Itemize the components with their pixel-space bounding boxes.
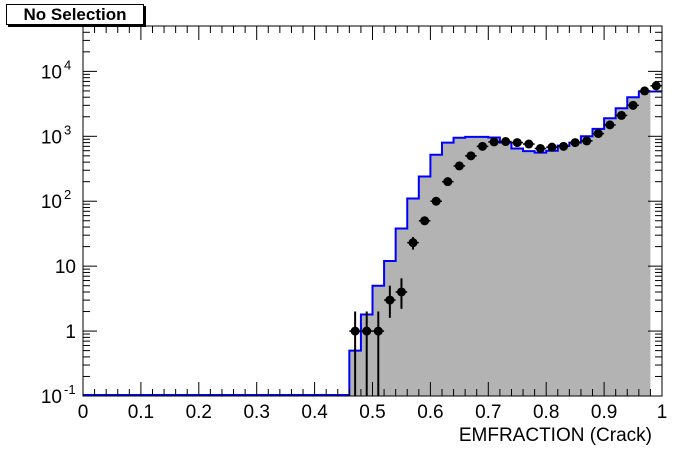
x-tick-label: 0.9 <box>591 402 617 423</box>
x-tick-label: 0.6 <box>417 402 443 423</box>
data-marker <box>478 141 488 151</box>
data-marker <box>408 238 418 248</box>
y-tick-label: 10 <box>41 192 62 213</box>
data-marker <box>466 151 476 161</box>
data-marker <box>616 110 626 120</box>
data-point <box>465 151 477 161</box>
data-point <box>349 311 361 396</box>
x-tick-label: 0.8 <box>533 402 559 423</box>
data-point <box>488 137 500 147</box>
data-marker <box>547 142 557 152</box>
x-tick-label: 0.1 <box>128 402 154 423</box>
data-marker <box>559 141 569 151</box>
data-marker <box>362 326 372 336</box>
data-point <box>407 237 419 250</box>
data-point <box>511 138 524 148</box>
data-marker <box>582 136 592 146</box>
data-point <box>418 216 431 226</box>
x-tick-label: 0.4 <box>301 402 328 423</box>
selection-label: No Selection <box>6 4 144 25</box>
data-marker <box>628 100 638 110</box>
x-tick-labels: 0 0.1 0.2 0.3 0.4 0.5 0.6 0.7 0.8 0.9 1 <box>78 402 668 423</box>
x-tick-label: 0.3 <box>243 402 269 423</box>
data-marker <box>512 138 522 148</box>
data-point <box>499 137 512 147</box>
y-tick-exponent: -1 <box>64 382 76 397</box>
data-points <box>349 81 662 396</box>
data-marker <box>501 137 511 147</box>
data-marker <box>396 287 406 297</box>
data-point <box>604 120 616 130</box>
x-tick-label: 0 <box>78 402 89 423</box>
data-marker <box>373 326 383 336</box>
data-point <box>384 285 396 318</box>
x-axis-title: EMFRACTION (Crack) <box>459 425 652 446</box>
x-tick-label: 1 <box>657 402 668 423</box>
data-point <box>453 161 466 171</box>
y-tick-exponent: 2 <box>64 187 71 202</box>
data-marker <box>350 326 360 336</box>
axis-ticks <box>82 25 663 397</box>
y-tick-exponent: 3 <box>64 122 71 137</box>
data-marker <box>454 161 464 171</box>
data-point <box>638 86 651 96</box>
y-tick-label: 10 <box>41 62 62 83</box>
data-point <box>592 129 605 139</box>
data-marker <box>524 139 534 149</box>
data-point <box>360 311 373 396</box>
data-point <box>615 110 628 120</box>
data-point <box>476 141 489 151</box>
data-marker <box>593 129 603 139</box>
data-marker <box>640 86 650 96</box>
data-marker <box>570 138 580 148</box>
y-tick-label: 1 <box>65 322 76 343</box>
data-point <box>557 141 570 151</box>
y-tick-label: 10 <box>55 257 76 278</box>
data-point <box>441 177 454 187</box>
data-marker <box>605 120 615 130</box>
y-tick-label: 10 <box>41 387 62 408</box>
data-point <box>627 100 639 110</box>
data-point <box>430 196 442 206</box>
mc-outline <box>83 90 662 396</box>
x-tick-label: 0.5 <box>359 402 385 423</box>
y-tick-exponent: 4 <box>64 57 71 72</box>
data-marker <box>489 137 499 147</box>
data-point <box>580 136 593 146</box>
data-marker <box>420 216 430 226</box>
data-point <box>523 139 535 149</box>
data-point <box>395 278 408 309</box>
data-point <box>372 311 385 396</box>
y-tick-label: 10 <box>41 127 62 148</box>
data-point <box>534 143 547 153</box>
data-marker <box>385 295 395 305</box>
data-marker <box>431 196 441 206</box>
x-tick-label: 0.7 <box>475 402 501 423</box>
x-tick-label: 0.2 <box>186 402 212 423</box>
mc-fill <box>349 91 651 396</box>
mc-histogram <box>83 90 662 396</box>
data-marker <box>443 177 453 187</box>
data-point <box>569 138 581 148</box>
data-point <box>546 142 558 152</box>
data-marker <box>535 143 545 153</box>
